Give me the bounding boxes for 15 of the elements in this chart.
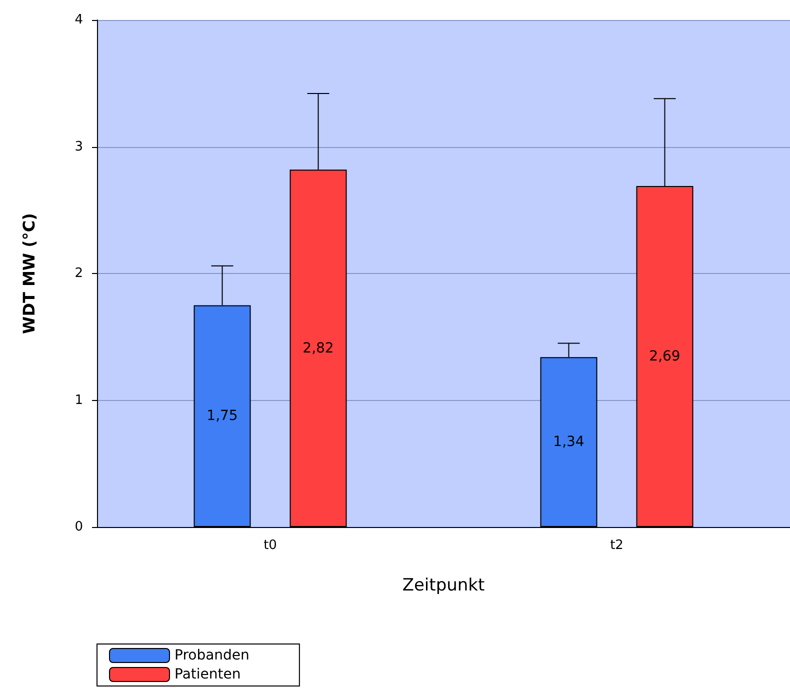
data-label: 1,34: [553, 434, 584, 450]
y-tick-label: 0: [74, 520, 83, 534]
y-tick-label: 1: [74, 392, 83, 408]
data-label: 2,69: [649, 348, 680, 365]
legend-label: Patienten: [174, 666, 241, 682]
x-tick-label: t0: [264, 538, 277, 553]
y-axis-title: WDT MW (°C): [20, 213, 38, 334]
legend-label: Probanden: [174, 648, 250, 664]
data-label: 2,82: [302, 340, 334, 356]
x-axis-title: Zeitpunkt: [402, 576, 486, 596]
y-tick-label: 3: [74, 139, 83, 154]
y-tick-label: 4: [74, 12, 83, 28]
x-tick-label: t2: [610, 538, 624, 553]
data-label: 1,75: [206, 408, 238, 424]
y-tick-label: 2: [74, 266, 83, 281]
